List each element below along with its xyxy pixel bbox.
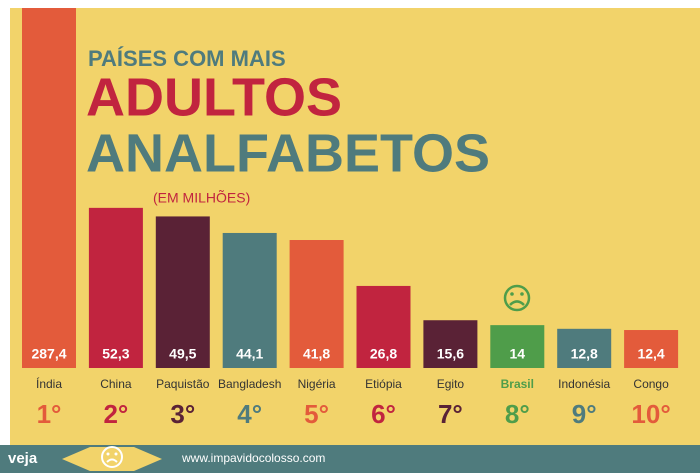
value-label: 41,8 xyxy=(303,346,330,362)
category-label: Paquistão xyxy=(156,377,210,391)
bar xyxy=(155,216,210,368)
bar xyxy=(356,285,411,368)
category-label: Brasil xyxy=(501,377,534,391)
category-label: Índia xyxy=(36,376,62,391)
value-label: 15,6 xyxy=(437,346,464,362)
category-label: Indonésia xyxy=(558,377,610,391)
sad-face xyxy=(503,284,531,312)
bar xyxy=(289,240,344,368)
value-label: 14 xyxy=(510,346,526,362)
bar xyxy=(222,232,277,368)
subtitle: (EM MILHÕES) xyxy=(153,190,250,206)
rank-label: 10° xyxy=(631,399,670,429)
rank-label: 5° xyxy=(304,399,329,429)
bar xyxy=(490,325,545,368)
value-label: 26,8 xyxy=(370,346,397,362)
category-label: Etiópia xyxy=(365,377,402,391)
footer-brand: veja xyxy=(8,450,38,467)
rank-label: 2° xyxy=(103,399,128,429)
footer-emblem xyxy=(62,446,162,471)
value-label: 49,5 xyxy=(169,346,196,362)
bar xyxy=(88,207,143,368)
category-label: Bangladesh xyxy=(218,377,281,391)
rank-label: 6° xyxy=(371,399,396,429)
category-label: Nigéria xyxy=(298,377,336,391)
category-label: Congo xyxy=(633,377,669,391)
title-line1: PAÍSES COM MAIS xyxy=(88,46,286,71)
bars xyxy=(22,8,679,368)
rank-label: 3° xyxy=(170,399,195,429)
bar xyxy=(423,320,478,368)
bar xyxy=(624,330,679,368)
value-label: 52,3 xyxy=(102,346,129,362)
rank-label: 8° xyxy=(505,399,530,429)
rank-label: 1° xyxy=(37,399,62,429)
value-label: 12,4 xyxy=(637,346,664,362)
category-label: Egito xyxy=(437,377,465,391)
category-label: China xyxy=(100,377,132,391)
bar xyxy=(557,328,612,368)
title-line3: ANALFABETOS xyxy=(86,123,490,183)
rank-label: 9° xyxy=(572,399,597,429)
value-label: 12,8 xyxy=(571,346,598,362)
value-label: 287,4 xyxy=(31,346,66,362)
bar xyxy=(22,8,76,368)
rank-label: 4° xyxy=(237,399,262,429)
rank-label: 7° xyxy=(438,399,463,429)
value-label: 44,1 xyxy=(236,346,263,362)
title-line2: ADULTOS xyxy=(86,67,342,127)
footer-url[interactable]: www.impavidocolosso.com xyxy=(181,451,325,465)
